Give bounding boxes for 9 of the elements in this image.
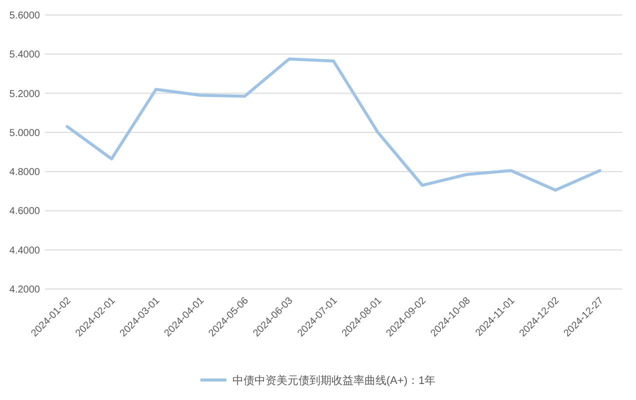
y-tick-label: 5.4000	[9, 50, 40, 61]
y-tick-label: 4.6000	[9, 206, 40, 218]
y-tick-label: 5.0000	[9, 128, 40, 139]
y-tick-label: 4.8000	[9, 167, 40, 178]
y-tick-label: 4.2000	[9, 284, 40, 296]
y-tick-label: 4.4000	[9, 245, 40, 256]
legend-label: 中债中资美元债到期收益率曲线(A+)：1年	[232, 374, 436, 387]
y-tick-label: 5.6000	[9, 10, 40, 22]
y-tick-label: 5.2000	[9, 88, 40, 100]
